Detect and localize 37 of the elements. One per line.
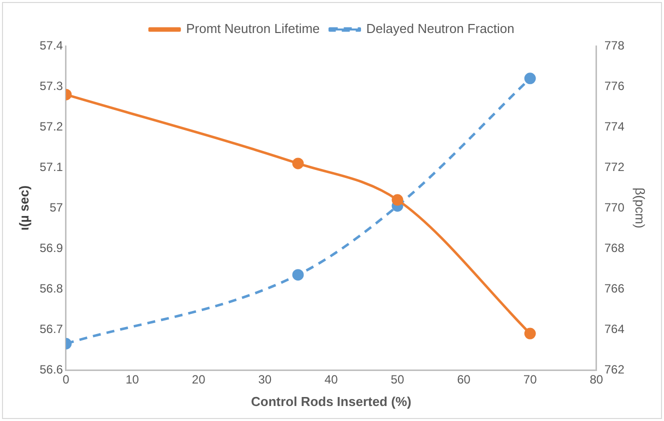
y2-axis-title: β(pcm) xyxy=(632,188,648,228)
y-tick-label: 57 xyxy=(50,200,64,214)
y-tick-label: 56.7 xyxy=(40,322,64,336)
x-tick-label: 0 xyxy=(62,372,70,387)
x-tick-label: 20 xyxy=(192,372,206,387)
x-tick-label: 10 xyxy=(126,372,140,387)
x-tick-label: 60 xyxy=(457,372,471,387)
y2-tick-label: 776 xyxy=(604,78,625,93)
y2-tick-label: 766 xyxy=(604,281,625,296)
y2-tick-label: 762 xyxy=(604,362,625,376)
y-tick-label: 57.4 xyxy=(40,38,64,52)
legend-label: Promt Neutron Lifetime xyxy=(186,21,320,36)
x-tick-label: 40 xyxy=(324,372,338,387)
x-tick-label: 30 xyxy=(258,372,272,387)
y-tick-label: 57.2 xyxy=(40,119,64,134)
x-tick-label: 50 xyxy=(390,372,404,387)
x-tick-label: 80 xyxy=(590,372,604,387)
y2-tick-label: 770 xyxy=(604,200,625,214)
point xyxy=(292,269,304,281)
point xyxy=(392,194,404,206)
y-tick-label: 56.6 xyxy=(40,362,64,376)
y-axis-title: ι(µ sec) xyxy=(16,185,32,231)
y2-tick-label: 764 xyxy=(604,322,625,336)
x-tick-label: 70 xyxy=(523,372,538,387)
y-tick-label: 57.3 xyxy=(40,78,64,93)
x-axis-title: Control Rods Inserted (%) xyxy=(250,394,412,409)
y2-tick-label: 778 xyxy=(604,38,625,52)
y2-tick-label: 768 xyxy=(604,240,625,255)
legend-label: Delayed Neutron Fraction xyxy=(366,21,514,36)
y-tick-label: 56.8 xyxy=(40,281,64,296)
point xyxy=(524,72,536,84)
y2-tick-label: 772 xyxy=(604,160,625,174)
y2-tick-label: 774 xyxy=(604,119,625,134)
point xyxy=(524,328,536,340)
point xyxy=(292,158,304,170)
y-tick-label: 57.1 xyxy=(40,160,64,174)
y-tick-label: 56.9 xyxy=(40,240,64,255)
